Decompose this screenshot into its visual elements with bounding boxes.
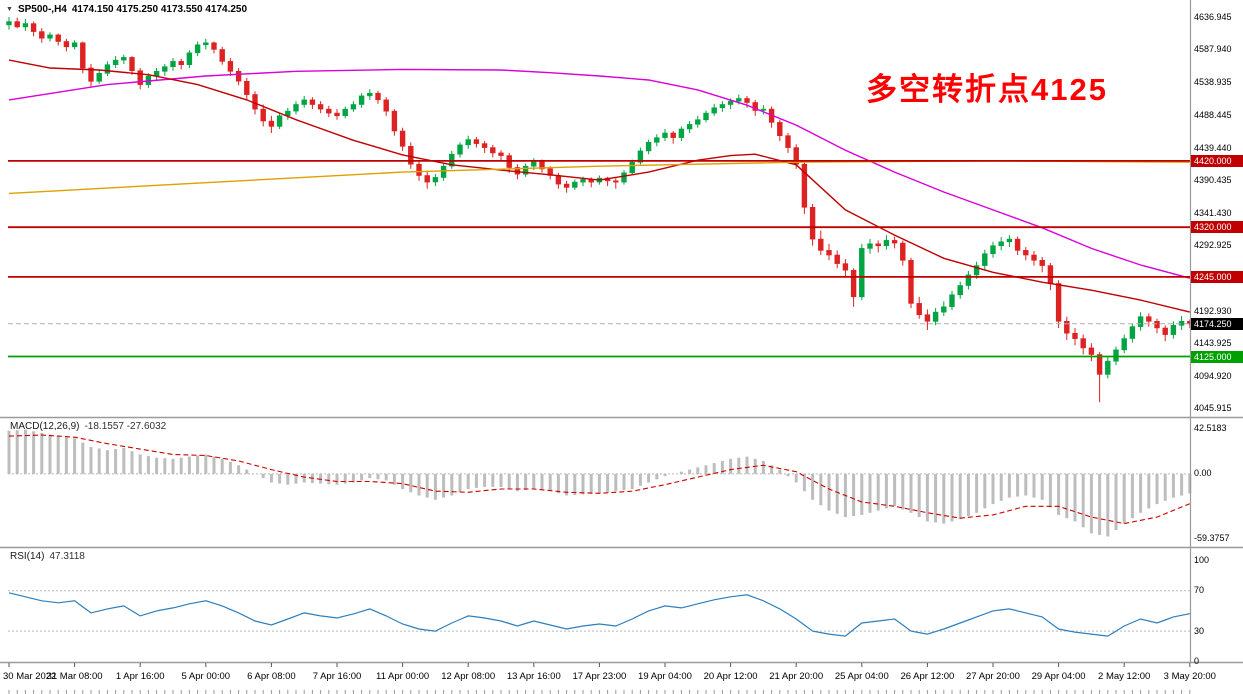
price-level-badge[interactable]: 4245.000	[1191, 270, 1243, 283]
price-axis-label: 4045.915	[1194, 403, 1232, 414]
price-axis-label: 4488.445	[1194, 110, 1232, 120]
chart-header: ▼ SP500-,H4 4174.150 4175.250 4173.550 4…	[6, 4, 247, 15]
rsi-axis-label: 100	[1194, 555, 1210, 565]
ohlc-readout: 4174.150 4175.250 4173.550 4174.250	[71, 4, 248, 15]
time-axis-label[interactable]: 19 Apr 04:00	[638, 671, 692, 682]
rsi-indicator-label: RSI(14) 47.3118	[10, 551, 85, 562]
rsi-name: RSI(14)	[10, 551, 45, 562]
price-axis-label: 4143.925	[1194, 338, 1232, 349]
rsi-axis-label: 70	[1194, 585, 1205, 596]
time-axis-label[interactable]: 25 Apr 04:00	[834, 671, 889, 682]
time-axis-label[interactable]: 30 Mar 2022	[3, 671, 57, 682]
symbol-marker-icon: ▼	[6, 6, 13, 13]
price-axis-label: 4390.435	[1194, 175, 1232, 185]
macd-axis-label: 0.00	[1194, 468, 1212, 479]
macd-axis-label: 42.5183	[1194, 422, 1227, 433]
price-axis-label: 4538.935	[1194, 76, 1232, 87]
price-axis-label: 4094.920	[1194, 370, 1232, 381]
price-axis-label: 4341.430	[1194, 207, 1232, 218]
rsi-axis-label: 0	[1194, 655, 1200, 666]
time-axis-label[interactable]: 26 Apr 12:00	[900, 671, 955, 682]
time-axis-label[interactable]: 21 Apr 20:00	[769, 671, 824, 682]
time-axis-label[interactable]: 13 Apr 16:00	[506, 671, 561, 682]
time-axis-label[interactable]: 2 May 12:00	[1098, 671, 1151, 682]
time-axis-label[interactable]: 29 Apr 04:00	[1031, 671, 1086, 682]
macd-axis-label: -59.3757	[1194, 532, 1230, 543]
time-axis-label[interactable]: 1 Apr 16:00	[115, 671, 165, 682]
current-price-badge: 4174.250	[1191, 317, 1243, 330]
annotation-text: 多空转折点4125	[866, 72, 1108, 107]
price-axis-label: 4587.940	[1194, 44, 1232, 54]
time-axis-label[interactable]: 7 Apr 16:00	[312, 671, 362, 682]
time-axis-label[interactable]: 5 Apr 00:00	[181, 671, 231, 682]
time-axis-label[interactable]: 27 Apr 20:00	[966, 671, 1020, 682]
price-level-badge[interactable]: 4125.000	[1191, 350, 1243, 363]
price-axis-label: 4439.440	[1194, 142, 1232, 153]
time-axis-label[interactable]: 17 Apr 23:00	[572, 671, 627, 682]
time-axis-label[interactable]: 11 Apr 00:00	[376, 671, 430, 682]
price-axis-label: 4292.925	[1194, 239, 1232, 250]
rsi-axis-label: 30	[1194, 625, 1205, 636]
time-axis-label[interactable]: 12 Apr 08:00	[441, 671, 496, 682]
rsi-value: 47.3118	[49, 551, 85, 562]
time-axis[interactable]: 30 Mar 2022 31 Mar 08:00 1 Apr 16:00 5 Apr …	[0, 669, 1243, 687]
macd-name: MACD(12,26,9)	[10, 421, 80, 432]
symbol-period-label: SP500-,H4	[17, 4, 67, 15]
price-axis[interactable]: 4636.945 4587.940 4538.935 4488.445 4439.440…	[0, 0, 1243, 666]
price-level-badge[interactable]: 4420.000	[1191, 154, 1243, 167]
time-axis-label[interactable]: 3 May 20:00	[1163, 671, 1216, 682]
macd-values: -18.1557 -27.6032	[84, 421, 167, 432]
price-axis-label: 4192.930	[1194, 305, 1232, 316]
time-axis-label[interactable]: 20 Apr 12:00	[703, 671, 758, 682]
macd-indicator-label: MACD(12,26,9) -18.1557 -27.6032	[10, 421, 166, 432]
price-axis-label: 4636.945	[1194, 11, 1232, 22]
time-axis-label[interactable]: 31 Mar 08:00	[46, 671, 103, 682]
price-level-badge[interactable]: 4320.000	[1191, 221, 1243, 234]
time-axis-label[interactable]: 6 Apr 08:00	[247, 671, 296, 682]
